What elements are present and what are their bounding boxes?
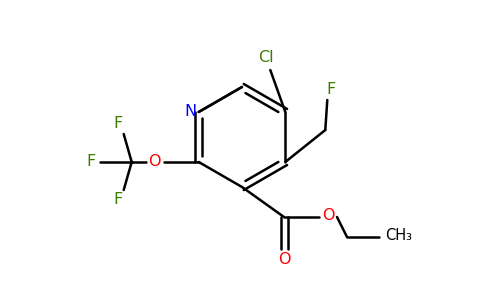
Text: N: N <box>184 103 197 118</box>
Text: F: F <box>86 154 95 169</box>
Text: F: F <box>113 116 122 131</box>
Text: O: O <box>322 208 334 224</box>
Text: O: O <box>278 251 290 266</box>
Text: F: F <box>113 193 122 208</box>
Text: F: F <box>327 82 336 98</box>
Text: CH₃: CH₃ <box>385 229 412 244</box>
Text: O: O <box>149 154 161 169</box>
Text: Cl: Cl <box>258 50 274 65</box>
